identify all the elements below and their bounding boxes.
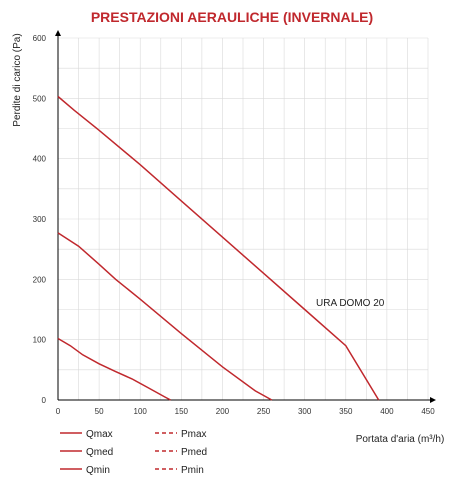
y-tick-labels: 0 100 200 300 400 500 600 [33,34,47,405]
legend-label-qmax: Qmax [86,429,113,440]
legend-label-pmax: Pmax [181,429,207,440]
x-tick-label: 150 [175,407,189,416]
series-line-qmin [57,337,171,401]
y-tick-label: 600 [33,34,47,43]
y-tick-label: 300 [33,215,47,224]
x-tick-labels: 0 50 100 150 200 250 300 350 400 450 [56,407,435,416]
y-tick-label: 200 [33,275,47,284]
grid [57,37,429,401]
axes [55,30,436,403]
legend: Qmax Pmax Qmed Pmed Qmin Pmin [60,429,207,476]
y-tick-label: 500 [33,94,47,103]
x-tick-label: 200 [216,407,230,416]
series-line-qmax [57,95,380,401]
chart-title: PRESTAZIONI AERAULICHE (INVERNALE) [91,9,373,25]
y-tick-label: 400 [33,155,47,164]
legend-label-pmed: Pmed [181,447,207,458]
legend-label-pmin: Pmin [181,465,204,476]
y-tick-label: 0 [42,396,47,405]
legend-label-qmin: Qmin [86,465,110,476]
x-tick-label: 100 [134,407,148,416]
legend-label-qmed: Qmed [86,447,113,458]
x-tick-label: 400 [380,407,394,416]
y-tick-label: 100 [33,336,47,345]
x-axis-label: Portata d'aria (m³/h) [356,434,445,445]
x-tick-label: 300 [298,407,312,416]
y-axis-arrow [55,30,61,36]
series-line-qmed [57,232,273,401]
chart-annotation: URA DOMO 20 [316,298,385,309]
x-tick-label: 450 [421,407,435,416]
series-lines [57,95,380,401]
x-tick-label: 350 [339,407,353,416]
x-axis-arrow [430,397,436,403]
x-tick-label: 250 [257,407,271,416]
x-tick-label: 50 [95,407,104,416]
y-axis-label: Perdite di carico (Pa) [12,33,23,126]
x-tick-label: 0 [56,407,61,416]
